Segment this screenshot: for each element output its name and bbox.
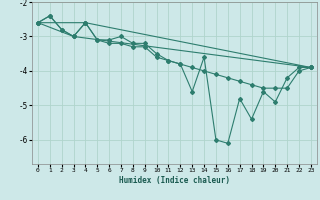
- X-axis label: Humidex (Indice chaleur): Humidex (Indice chaleur): [119, 176, 230, 185]
